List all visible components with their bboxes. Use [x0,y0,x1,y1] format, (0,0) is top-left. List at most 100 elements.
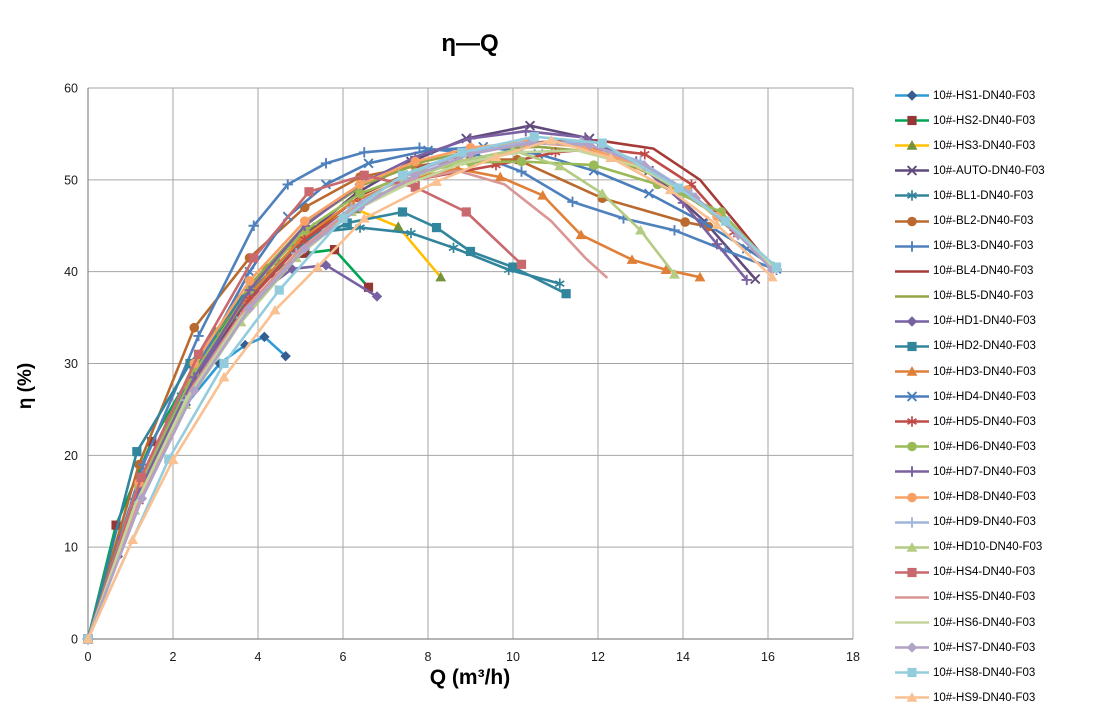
series-line-10#-HD7-DN40-F03[interactable] [86,129,749,641]
legend-label: 10#-HD10-DN40-F03 [933,541,1043,554]
legend-item-10#-HS2-DN40-F03[interactable]: 10#-HS2-DN40-F03 [894,108,1096,133]
legend-item-10#-HS8-DN40-F03[interactable]: 10#-HS8-DN40-F03 [894,660,1096,685]
legend-swatch-10#-HD8-DN40-F03 [895,492,929,502]
y-tick-label-30: 30 [64,357,78,371]
x-tick-label-4: 4 [255,650,262,664]
legend-item-10#-HS5-DN40-F03[interactable]: 10#-HS5-DN40-F03 [894,585,1096,610]
legend-item-10#-HS9-DN40-F03[interactable]: 10#-HS9-DN40-F03 [894,685,1096,710]
x-tick-label-16: 16 [761,650,775,664]
legend-label: 10#-HD2-DN40-F03 [933,340,1036,353]
legend-swatch-10#-BL2-DN40-F03 [895,216,929,226]
legend-label: 10#-HD5-DN40-F03 [933,415,1036,428]
legend-item-10#-HD1-DN40-F03[interactable]: 10#-HD1-DN40-F03 [894,309,1096,334]
legend-swatch-10#-BL5-DN40-F03 [895,294,929,298]
legend-item-10#-HS6-DN40-F03[interactable]: 10#-HS6-DN40-F03 [894,610,1096,635]
series-line-10#-HD10-DN40-F03[interactable] [86,149,676,641]
legend-swatch-10#-HS6-DN40-F03 [895,621,929,624]
x-axis-title: Q (m³/h) [429,666,511,689]
legend-label: 10#-HD1-DN40-F03 [933,315,1036,328]
legend-swatch-10#-HD1-DN40-F03 [895,316,929,327]
legend-label: 10#-HS8-DN40-F03 [933,666,1036,679]
legend-label: 10#-HD3-DN40-F03 [933,365,1036,378]
legend-item-10#-HS4-DN40-F03[interactable]: 10#-HS4-DN40-F03 [894,560,1096,585]
legend-swatch-10#-HD2-DN40-F03 [895,341,929,352]
legend-label: 10#-HS6-DN40-F03 [933,616,1036,629]
legend-item-10#-HD5-DN40-F03[interactable]: 10#-HD5-DN40-F03 [894,409,1096,434]
legend-swatch-10#-BL1-DN40-F03 [895,190,929,202]
legend-label: 10#-HS5-DN40-F03 [933,591,1036,604]
legend-swatch-10#-HS8-DN40-F03 [895,668,929,678]
x-tick-label-6: 6 [340,650,347,664]
legend-swatch-10#-BL3-DN40-F03 [895,240,929,252]
legend-swatch-10#-HD7-DN40-F03 [895,466,929,478]
legend-item-10#-HS3-DN40-F03[interactable]: 10#-HS3-DN40-F03 [894,133,1096,158]
legend-item-10#-HD6-DN40-F03[interactable]: 10#-HD6-DN40-F03 [894,434,1096,459]
legend-swatch-10#-HD6-DN40-F03 [895,442,929,452]
legend-item-10#-HD3-DN40-F03[interactable]: 10#-HD3-DN40-F03 [894,359,1096,384]
series-line-10#-HS8-DN40-F03[interactable] [86,135,778,641]
legend-label: 10#-BL2-DN40-F03 [933,215,1034,228]
legend-swatch-10#-BL4-DN40-F03 [895,269,929,273]
legend-item-10#-BL4-DN40-F03[interactable]: 10#-BL4-DN40-F03 [894,259,1096,284]
legend-label: 10#-HS1-DN40-F03 [933,89,1036,102]
legend-swatch-10#-HD10-DN40-F03 [895,541,929,552]
x-tick-label-8: 8 [425,650,432,664]
legend-label: 10#-HS9-DN40-F03 [933,691,1036,704]
legend-label: 10#-HD9-DN40-F03 [933,516,1036,529]
legend-item-10#-HD10-DN40-F03[interactable]: 10#-HD10-DN40-F03 [894,535,1096,560]
y-tick-label-20: 20 [64,449,78,463]
legend-label: 10#-HD7-DN40-F03 [933,465,1036,478]
legend-label: 10#-BL4-DN40-F03 [933,265,1034,278]
legend-swatch-10#-HD5-DN40-F03 [895,416,929,427]
x-tick-label-2: 2 [170,650,177,664]
legend-swatch-10#-HS2-DN40-F03 [895,116,929,126]
series-10#-HS8-DN40-F03[interactable] [83,132,782,644]
legend-swatch-10#-HS1-DN40-F03 [895,90,929,101]
legend-item-10#-HD7-DN40-F03[interactable]: 10#-HD7-DN40-F03 [894,459,1096,484]
legend-label: 10#-HS4-DN40-F03 [933,566,1036,579]
legend-swatch-10#-AUTO-DN40-F03 [895,165,929,176]
legend-item-10#-BL5-DN40-F03[interactable]: 10#-BL5-DN40-F03 [894,284,1096,309]
legend-item-10#-BL3-DN40-F03[interactable]: 10#-BL3-DN40-F03 [894,234,1096,259]
y-tick-label-40: 40 [64,265,78,279]
legend-label: 10#-BL3-DN40-F03 [933,240,1034,253]
legend-label: 10#-AUTO-DN40-F03 [933,164,1045,177]
legend-item-10#-HS1-DN40-F03[interactable]: 10#-HS1-DN40-F03 [894,83,1096,108]
series-line-10#-BL1-DN40-F03[interactable] [86,226,562,641]
legend-item-10#-HD8-DN40-F03[interactable]: 10#-HD8-DN40-F03 [894,485,1096,510]
y-tick-label-60: 60 [64,82,78,96]
series-line-10#-HS9-DN40-F03[interactable] [86,139,774,641]
legend-item-10#-HD4-DN40-F03[interactable]: 10#-HD4-DN40-F03 [894,384,1096,409]
legend-swatch-10#-HS7-DN40-F03 [895,642,929,653]
y-tick-label-10: 10 [64,541,78,555]
legend-item-10#-HD2-DN40-F03[interactable]: 10#-HD2-DN40-F03 [894,334,1096,359]
x-tick-label-18: 18 [846,650,860,664]
legend-swatch-10#-HD4-DN40-F03 [895,391,929,402]
x-tick-label-14: 14 [676,650,690,664]
legend-label: 10#-HS2-DN40-F03 [933,114,1036,127]
legend-swatch-10#-HS5-DN40-F03 [895,596,929,599]
legend-item-10#-BL1-DN40-F03[interactable]: 10#-BL1-DN40-F03 [894,183,1096,208]
series-10#-HD2-DN40-F03[interactable] [83,207,571,644]
legend-label: 10#-HS7-DN40-F03 [933,641,1036,654]
legend-swatch-10#-HD9-DN40-F03 [895,516,929,528]
legend-item-10#-HD9-DN40-F03[interactable]: 10#-HD9-DN40-F03 [894,510,1096,535]
legend-swatch-10#-HS3-DN40-F03 [895,140,929,150]
legend-label: 10#-BL5-DN40-F03 [933,290,1034,303]
legend-label: 10#-BL1-DN40-F03 [933,189,1034,202]
y-tick-label-0: 0 [71,633,78,647]
legend-label: 10#-HD4-DN40-F03 [933,390,1036,403]
legend-item-10#-AUTO-DN40-F03[interactable]: 10#-AUTO-DN40-F03 [894,158,1096,183]
legend-item-10#-HS7-DN40-F03[interactable]: 10#-HS7-DN40-F03 [894,635,1096,660]
legend-item-10#-BL2-DN40-F03[interactable]: 10#-BL2-DN40-F03 [894,208,1096,233]
legend-label: 10#-HD6-DN40-F03 [933,440,1036,453]
legend-swatch-10#-HD3-DN40-F03 [895,366,929,376]
series-10#-HS9-DN40-F03[interactable] [82,134,778,644]
chart-title: η—Q [441,30,499,57]
legend-swatch-10#-HS9-DN40-F03 [895,692,929,702]
y-tick-label-50: 50 [64,173,78,187]
legend-swatch-10#-HS4-DN40-F03 [895,567,929,577]
legend-label: 10#-HS3-DN40-F03 [933,139,1036,152]
legend-label: 10#-HD8-DN40-F03 [933,491,1036,504]
